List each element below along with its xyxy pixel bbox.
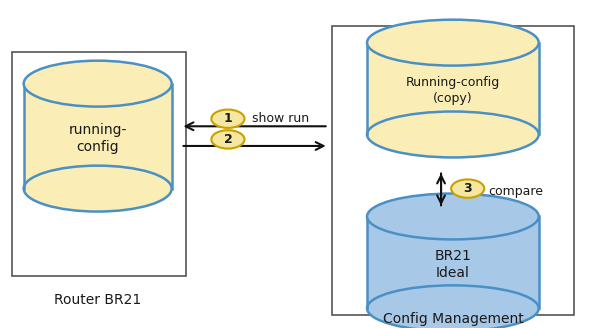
Ellipse shape — [24, 166, 172, 212]
Polygon shape — [367, 43, 539, 134]
Circle shape — [451, 179, 484, 198]
Text: BR21
Ideal: BR21 Ideal — [435, 249, 471, 280]
Text: compare: compare — [488, 185, 543, 198]
Bar — [12, 52, 186, 276]
Text: 2: 2 — [224, 133, 232, 146]
Text: Running-config
(copy): Running-config (copy) — [406, 76, 500, 105]
Ellipse shape — [24, 61, 172, 107]
Ellipse shape — [367, 112, 539, 157]
Ellipse shape — [367, 285, 539, 328]
Text: 1: 1 — [224, 112, 232, 125]
Circle shape — [211, 110, 244, 128]
Polygon shape — [24, 84, 172, 189]
Bar — [332, 26, 574, 315]
Text: 3: 3 — [464, 182, 472, 195]
Polygon shape — [367, 216, 539, 308]
Circle shape — [211, 130, 244, 149]
Text: running-
config: running- config — [69, 123, 127, 154]
Ellipse shape — [367, 194, 539, 239]
Text: Router BR21: Router BR21 — [54, 293, 141, 307]
Text: show run: show run — [252, 112, 308, 125]
Text: Config Management: Config Management — [382, 312, 523, 326]
Ellipse shape — [367, 20, 539, 66]
